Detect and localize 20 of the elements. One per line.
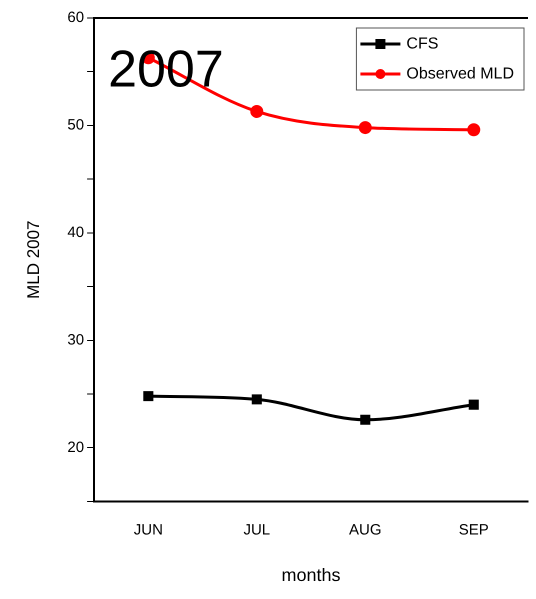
y-axis-title: MLD 2007 (24, 220, 43, 299)
y-tick-label: 60 (67, 9, 84, 26)
point (250, 104, 264, 118)
x-axis-title: months (282, 565, 341, 586)
y-tick-label: 40 (67, 224, 84, 241)
point (252, 394, 262, 404)
legend-label: Observed MLD (406, 65, 514, 82)
point (467, 123, 480, 136)
x-tick-label: SEP (458, 522, 489, 539)
x-tick-label: AUG (349, 522, 382, 539)
x-tick-label: JUL (243, 522, 270, 539)
x-tick-label: JUN (134, 522, 163, 539)
point (143, 391, 154, 402)
point (468, 400, 479, 410)
legend-label: CFS (406, 35, 438, 52)
point (360, 414, 370, 425)
y-tick-label: 20 (67, 438, 84, 456)
point (358, 121, 372, 134)
y-tick-label: 50 (67, 116, 84, 134)
y-tick-label: 30 (67, 331, 84, 348)
